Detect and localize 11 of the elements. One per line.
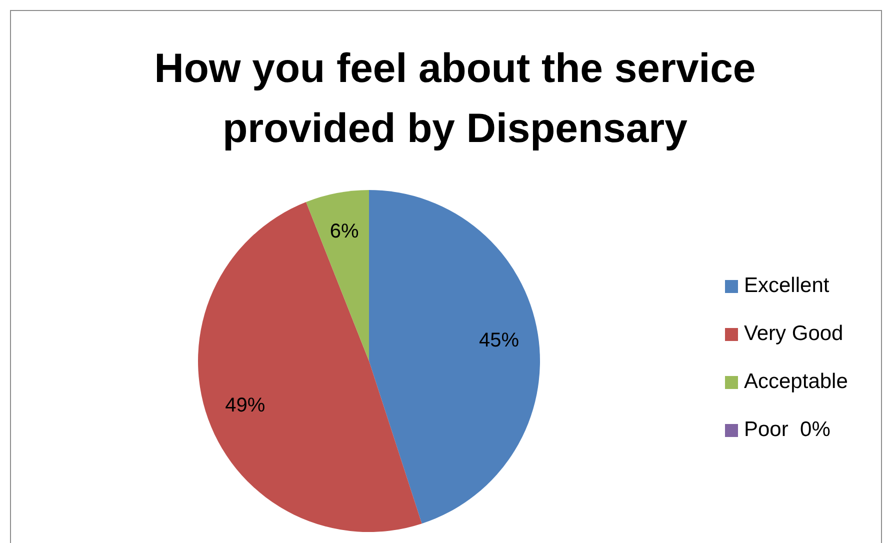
legend-label: Excellent [744, 274, 830, 298]
pie-slice [306, 190, 369, 361]
data-label: 6% [330, 220, 359, 243]
legend-label: Poor 0% [744, 418, 830, 442]
chart-title: How you feel about the service provided by Dispensary [153, 44, 757, 153]
data-label: 49% [225, 394, 266, 417]
legend-label: Acceptable [744, 370, 848, 394]
data-label: 45% [479, 329, 520, 352]
pie-slice [369, 190, 540, 524]
pie-slice [198, 202, 422, 532]
legend-label: Very Good [744, 322, 844, 346]
